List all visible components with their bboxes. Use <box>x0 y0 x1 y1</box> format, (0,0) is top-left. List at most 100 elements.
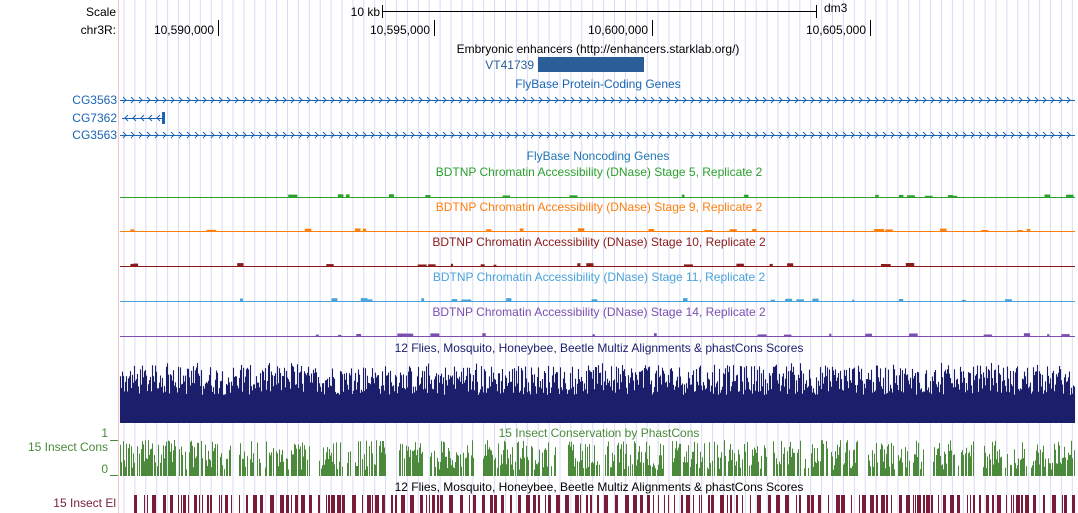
dnase-peak <box>397 333 406 336</box>
gene-label-cg3563[interactable]: CG3563 <box>72 93 117 107</box>
strand-arrow <box>170 96 175 104</box>
dnase-peak <box>577 263 581 266</box>
gene-line-cg7362[interactable] <box>122 118 164 119</box>
dnase-stage14-signal[interactable] <box>120 336 1075 337</box>
dnase-peak <box>744 194 749 197</box>
conserved-element <box>178 495 179 513</box>
strand-arrow <box>178 96 183 104</box>
conserved-element <box>1013 495 1014 513</box>
dnase-stage5-title[interactable]: BDTNP Chromatin Accessibility (DNase) St… <box>435 165 763 179</box>
insect-cons-axis-bottom <box>110 475 118 476</box>
strand-arrow <box>386 131 391 139</box>
insect-el-label[interactable]: 15 Insect El <box>53 496 116 510</box>
dnase-stage9-signal[interactable] <box>120 231 1075 232</box>
dnase-stage9-title[interactable]: BDTNP Chromatin Accessibility (DNase) St… <box>435 200 763 214</box>
strand-arrow <box>554 131 559 139</box>
dnase-stage14-title[interactable]: BDTNP Chromatin Accessibility (DNase) St… <box>432 305 766 319</box>
gene-label-cg7362[interactable]: CG7362 <box>72 111 117 125</box>
dnase-peak <box>206 229 216 231</box>
enhancer-feature-label[interactable]: VT41739 <box>485 58 534 72</box>
strand-arrow <box>746 96 751 104</box>
strand-arrow <box>586 131 591 139</box>
chrom-label: chr3R: <box>80 23 116 37</box>
dnase-peak <box>130 263 135 266</box>
dnase-stage5-signal[interactable] <box>120 197 1075 198</box>
insect-cons-plot[interactable] <box>120 440 1075 476</box>
strand-arrow <box>506 131 511 139</box>
conserved-element <box>432 495 435 513</box>
strand-arrow <box>642 96 647 104</box>
conserved-element <box>395 495 397 513</box>
strand-arrow <box>602 131 607 139</box>
strand-arrow <box>778 131 783 139</box>
dnase-peak <box>796 299 804 301</box>
conserved-element <box>188 495 189 513</box>
dnase-stage10-title[interactable]: BDTNP Chromatin Accessibility (DNase) St… <box>432 235 766 249</box>
conserved-element <box>943 495 946 513</box>
conserved-element <box>301 495 305 513</box>
gene-exon-cg7362[interactable] <box>162 112 165 124</box>
strand-arrow <box>146 131 151 139</box>
strand-arrow <box>1058 96 1063 104</box>
conserved-element <box>194 495 197 513</box>
dnase-stage11-title[interactable]: BDTNP Chromatin Accessibility (DNase) St… <box>432 270 766 284</box>
strand-arrow <box>226 96 231 104</box>
enhancer-feature-block[interactable] <box>538 57 644 72</box>
dnase-peak <box>502 195 511 197</box>
strand-arrow <box>314 96 319 104</box>
multiz-density-plot[interactable] <box>119 360 1076 423</box>
dnase-stage10-signal[interactable] <box>120 266 1075 267</box>
dnase-peak <box>430 333 440 336</box>
conserved-element <box>548 495 551 513</box>
strand-arrow <box>778 96 783 104</box>
multiz-track-title-2[interactable]: 12 Flies, Mosquito, Honeybee, Beetle Mul… <box>394 480 804 494</box>
dnase-stage11-signal[interactable] <box>120 301 1075 302</box>
conserved-element <box>1016 495 1020 513</box>
strand-arrow <box>434 96 439 104</box>
insect-cons-title[interactable]: 15 Insect Conservation by PhastCons <box>498 426 700 440</box>
strand-arrow <box>458 96 463 104</box>
strand-arrow <box>210 131 215 139</box>
strand-arrow <box>474 96 479 104</box>
dnase-peak <box>586 263 594 266</box>
insect-el-elements[interactable] <box>120 495 1075 513</box>
conserved-element <box>970 495 971 513</box>
multiz-track-title[interactable]: 12 Flies, Mosquito, Honeybee, Beetle Mul… <box>394 341 804 355</box>
strand-arrow <box>666 96 671 104</box>
strand-arrow <box>274 131 279 139</box>
conserved-element <box>640 495 643 513</box>
gene-label-cg3563-2[interactable]: CG3563 <box>72 128 117 142</box>
conserved-element <box>556 495 560 513</box>
strand-arrow <box>482 96 487 104</box>
conserved-element <box>545 495 546 513</box>
dnase-peak <box>783 334 792 336</box>
strand-arrow <box>722 131 727 139</box>
strand-arrow <box>242 131 247 139</box>
strand-arrow <box>250 131 255 139</box>
noncoding-track-title[interactable]: FlyBase Noncoding Genes <box>526 149 670 163</box>
strand-arrow <box>1026 96 1031 104</box>
insect-cons-label[interactable]: 15 Insect Cons <box>27 440 108 454</box>
strand-arrow <box>514 131 519 139</box>
genes-track-title[interactable]: FlyBase Protein-Coding Genes <box>515 77 681 91</box>
strand-arrow <box>978 131 983 139</box>
strand-arrow <box>986 131 991 139</box>
conserved-element <box>668 495 669 513</box>
strand-arrow <box>682 131 687 139</box>
strand-arrow <box>802 96 807 104</box>
dnase-peak <box>1017 230 1023 231</box>
dnase-peak <box>592 334 595 336</box>
dnase-peak <box>364 299 373 301</box>
conserved-element <box>225 495 228 513</box>
conserved-element <box>372 495 373 513</box>
dnase-peak <box>482 333 486 336</box>
enhancers-track-title[interactable]: Embryonic enhancers (http://enhancers.st… <box>456 42 740 56</box>
dnase-peak <box>983 334 993 336</box>
dnase-peak <box>1044 194 1051 197</box>
strand-arrow <box>954 131 959 139</box>
conserved-element <box>1006 495 1007 513</box>
scalebar-line <box>382 11 816 12</box>
strand-arrow <box>378 96 383 104</box>
